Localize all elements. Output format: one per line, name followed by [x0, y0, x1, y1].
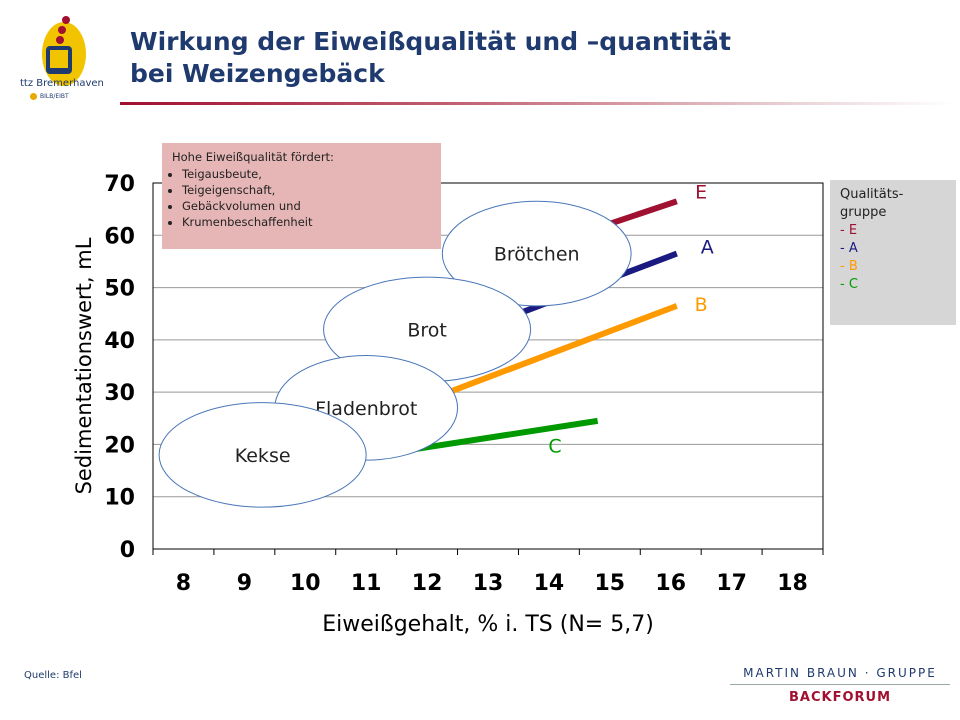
- note-list: Teigausbeute, Teigeigenschaft, Gebäckvol…: [172, 166, 431, 230]
- product-ellipses: Brötchen Brot Fladenbrot Kekse: [158, 200, 632, 508]
- note-item: Teigeigenschaft,: [182, 182, 431, 198]
- legend-item-e: - E: [840, 223, 858, 238]
- x-tick-label: 16: [655, 571, 686, 596]
- note-heading: Hohe Eiweißqualität fördert:: [172, 150, 334, 164]
- x-tick-label: 10: [290, 571, 321, 596]
- y-tick-labels: 0 10 20 30 40 50 60 70: [104, 172, 135, 563]
- y-tick-label: 50: [104, 277, 135, 302]
- y-tick-label: 10: [104, 486, 135, 511]
- page-title: Wirkung der Eiweißqualität und –quantitä…: [130, 26, 731, 90]
- plot-frame: [152, 182, 824, 550]
- ttz-logo: [42, 16, 86, 86]
- y-tick-label: 40: [104, 329, 135, 354]
- ellipse-label: Fladenbrot: [315, 398, 417, 420]
- quality-note-box: Hohe Eiweißqualität fördert: Teigausbeut…: [162, 143, 441, 249]
- y-axis-label: Sedimentationswert, mL: [72, 237, 96, 494]
- source-note: Quelle: Bfel: [24, 670, 82, 681]
- x-tick-label: 8: [176, 571, 191, 596]
- x-tick-marks: [152, 549, 824, 555]
- logo-sub-label: BILB/EIBT: [40, 93, 69, 100]
- ellipse-kekse: [158, 402, 367, 508]
- y-tick-label: 70: [104, 172, 135, 197]
- x-tick-label: 14: [534, 571, 565, 596]
- ellipse-label: Brot: [407, 319, 447, 341]
- ellipse-label: Kekse: [235, 445, 291, 467]
- ellipse-brötchen: [441, 200, 632, 307]
- x-tick-label: 17: [716, 571, 747, 596]
- title-line-2: bei Weizengebäck: [130, 59, 385, 88]
- title-line-1: Wirkung der Eiweißqualität und –quantitä…: [130, 27, 731, 56]
- x-axis-label: Eiweißgehalt, % i. TS (N= 5,7): [322, 612, 654, 637]
- brand-sub: BACKFORUM: [788, 690, 892, 705]
- legend-title-line-2: gruppe: [840, 205, 887, 220]
- x-tick-labels: 8 9 10 11 12 13 14 15 16 17 18: [176, 571, 808, 596]
- ellipse-label: Brötchen: [494, 244, 580, 266]
- logo-subtext: BILB/EIBT: [30, 93, 69, 100]
- x-tick-label: 12: [412, 571, 443, 596]
- series-label-e: E: [695, 182, 707, 204]
- series-label-b: B: [695, 294, 708, 316]
- note-item: Krumenbeschaffenheit: [182, 214, 431, 230]
- note-item: Teigausbeute,: [182, 166, 431, 182]
- note-item: Gebäckvolumen und: [182, 198, 431, 214]
- x-tick-label: 9: [237, 571, 252, 596]
- brand-main: MARTIN BRAUN · GRUPPE: [730, 666, 950, 685]
- series-label-a: A: [701, 237, 714, 259]
- y-tick-label: 20: [104, 433, 135, 458]
- logo-dot-icon: [30, 93, 37, 100]
- brand-logo: MARTIN BRAUN · GRUPPE BACKFORUM: [730, 666, 950, 705]
- x-tick-label: 13: [473, 571, 504, 596]
- y-tick-label: 0: [120, 538, 135, 563]
- legend-item-a: - A: [840, 241, 858, 256]
- logo-text: ttz Bremerhaven: [20, 78, 104, 89]
- x-tick-label: 18: [777, 571, 808, 596]
- y-tick-label: 60: [104, 224, 135, 249]
- legend-title-line-1: Qualitäts-: [840, 187, 904, 202]
- x-tick-label: 15: [595, 571, 626, 596]
- x-tick-label: 11: [351, 571, 382, 596]
- legend-item-c: - C: [840, 277, 858, 292]
- title-divider: [120, 102, 955, 105]
- y-tick-label: 30: [104, 381, 135, 406]
- series-label-c: C: [548, 435, 561, 457]
- quality-group-legend: Qualitäts- gruppe - E - A - B - C: [830, 180, 956, 325]
- legend-item-b: - B: [840, 259, 858, 274]
- series-labels: E A B C: [548, 182, 713, 458]
